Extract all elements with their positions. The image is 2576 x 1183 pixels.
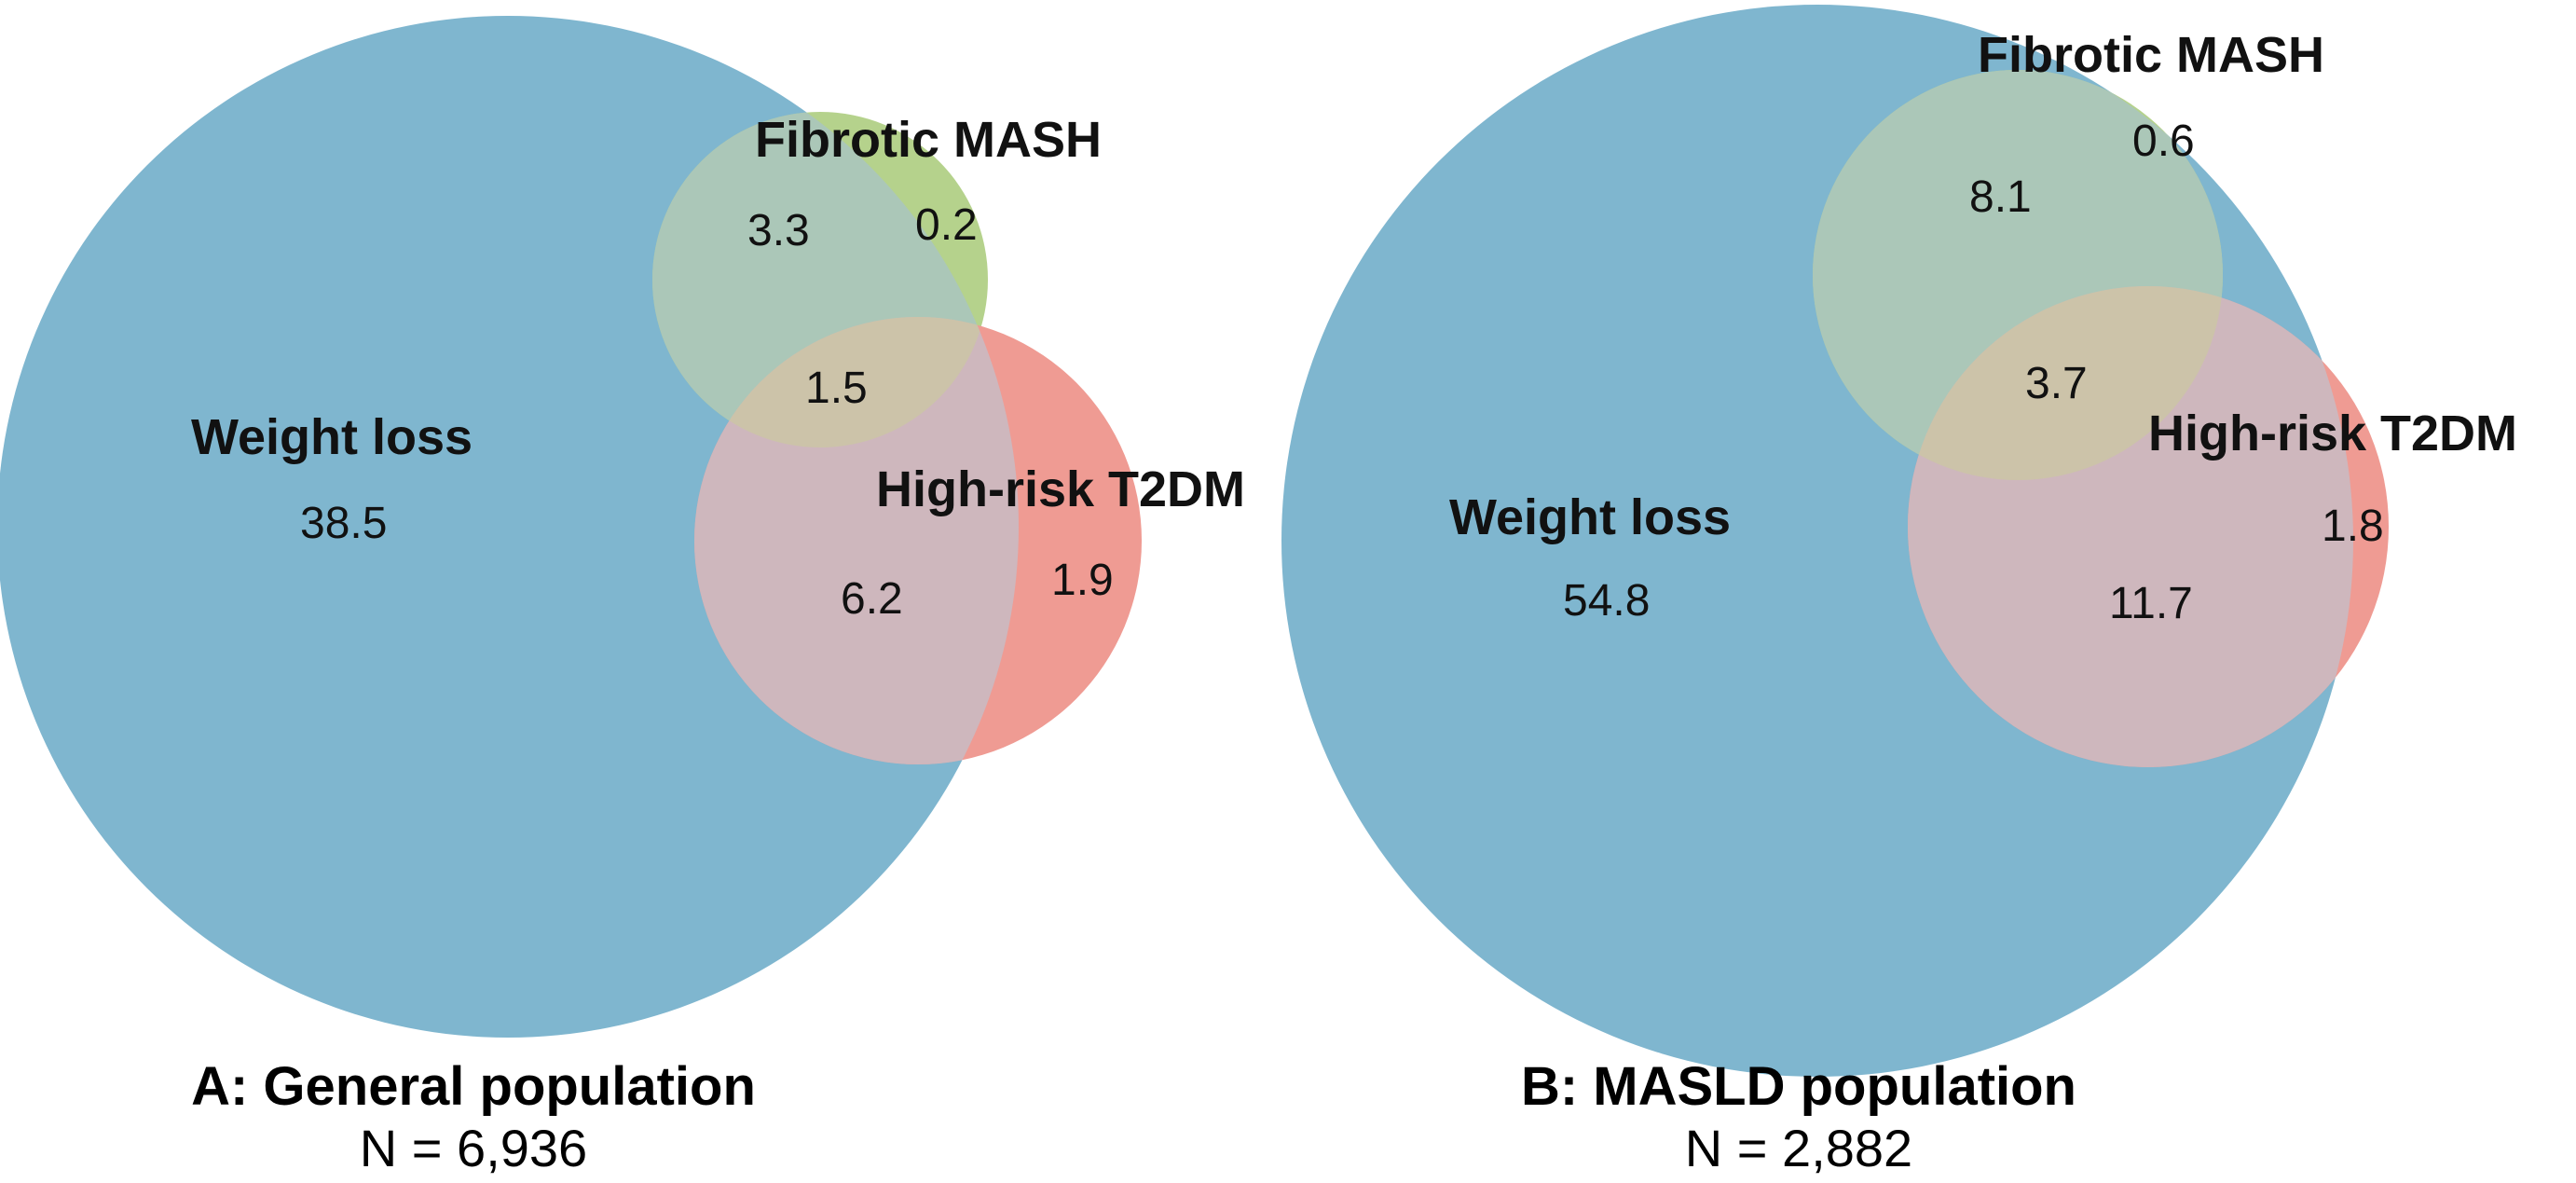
fibrotic-mash-label: Fibrotic MASH: [1978, 27, 2324, 83]
weight-loss-label: Weight loss: [191, 409, 473, 465]
weight-loss-only-value: 38.5: [300, 499, 387, 548]
weight-loss-fibrotic-value: 8.1: [1969, 172, 2032, 222]
t2dm-only-value: 1.8: [2322, 502, 2384, 551]
venn-panel-general: Fibrotic MASH Weight loss High-risk T2DM…: [0, 16, 1245, 1177]
venn-panel-masld: Fibrotic MASH Weight loss High-risk T2DM…: [1281, 5, 2517, 1177]
weight-loss-t2dm-value: 6.2: [841, 574, 903, 624]
high-risk-t2dm-label: High-risk T2DM: [876, 461, 1245, 517]
t2dm-only-value: 1.9: [1051, 556, 1114, 605]
panel-a-title: A: General population: [191, 1056, 756, 1117]
panel-b-sample-size: N = 2,882: [1685, 1119, 1912, 1177]
triple-overlap: [1908, 286, 2223, 480]
weight-loss-only-value: 54.8: [1563, 576, 1650, 626]
fibrotic-only-value: 0.6: [2132, 117, 2195, 166]
weight-loss-label: Weight loss: [1449, 489, 1731, 545]
panel-b-title: B: MASLD population: [1521, 1056, 2076, 1117]
fibrotic-mash-label: Fibrotic MASH: [755, 112, 1102, 168]
weight-loss-fibrotic-value: 3.3: [747, 206, 810, 255]
all-three-value: 1.5: [805, 364, 868, 413]
weight-loss-t2dm-value: 11.7: [2109, 579, 2193, 628]
all-three-value: 3.7: [2025, 359, 2088, 408]
high-risk-t2dm-label: High-risk T2DM: [2148, 406, 2517, 461]
triple-overlap: [694, 317, 988, 447]
fibrotic-only-value: 0.2: [915, 200, 978, 250]
panel-a-sample-size: N = 6,936: [360, 1119, 587, 1177]
